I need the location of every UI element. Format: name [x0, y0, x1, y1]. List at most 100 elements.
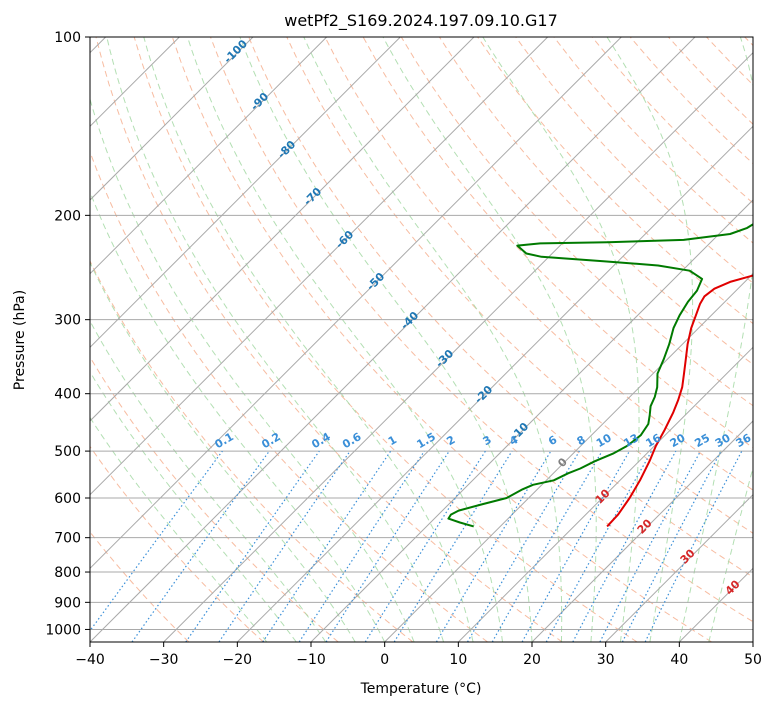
mixing-ratio-line [364, 450, 486, 642]
in-plot-labels: -100-90-80-70-60-50-40-30-20-100.1 0.2 0.4… [212, 37, 753, 598]
dry-adiabat-line [171, 37, 712, 642]
x-tick-label: 50 [744, 652, 762, 668]
dry-adiabat-label: 40 [723, 577, 743, 597]
isotherm-line [90, 37, 696, 642]
dry-adiabat-label: 30 [678, 546, 698, 566]
mixing-ratio-label: 0.1 [212, 430, 235, 451]
y-tick-label: 100 [54, 30, 81, 46]
mixing-ratio-line [393, 450, 513, 642]
dry-adiabat-line [90, 259, 414, 642]
y-tick-label: 900 [54, 595, 81, 611]
isotherm-line [90, 37, 475, 422]
mixing-ratio-label: 16 [643, 431, 663, 450]
dry-adiabat-line [248, 37, 753, 578]
dry-adiabat-label: 20 [635, 516, 655, 536]
moist-adiabat-line [382, 37, 597, 642]
moist-adiabat-line [303, 37, 563, 642]
x-tick-label: 10 [449, 652, 467, 668]
dry-adiabat-label: 0 [555, 455, 570, 470]
dry-adiabat-line [90, 356, 339, 642]
mixing-ratio-line [572, 450, 677, 642]
mixing-ratio-line [466, 450, 580, 642]
dry-adiabat-line [133, 37, 638, 642]
isotherm-line [605, 493, 753, 642]
mixing-ratio-line [262, 450, 392, 642]
y-tick-label: 300 [54, 313, 81, 329]
dry-adiabat-line [324, 37, 753, 491]
isotherm-line [384, 272, 753, 642]
moist-adiabat-line [708, 465, 753, 642]
mixing-ratio-line [218, 450, 351, 642]
moist-adiabat-line [90, 370, 297, 642]
isotherm-label: -50 [364, 270, 387, 293]
y-tick-label: 500 [54, 444, 81, 460]
moist-adiabat-line [90, 190, 386, 642]
moist-adiabat-line [90, 261, 356, 642]
mixing-ratio-label: 0.4 [309, 430, 333, 451]
isotherm-line [90, 37, 328, 275]
isotherm-line [163, 51, 753, 642]
isotherm-line [236, 125, 753, 642]
x-axis-label: Temperature (°C) [360, 681, 482, 697]
dry-adiabat-line [744, 37, 753, 47]
y-axis-ticks: 100 200 300 400 500 600 700 800 900 1000 [45, 30, 90, 638]
isotherm-line [310, 199, 753, 642]
dewpoint-series-line [447, 223, 753, 528]
y-tick-label: 800 [54, 565, 81, 581]
mixing-ratio-line [644, 450, 743, 642]
dry-adiabat-line [90, 445, 264, 642]
mixing-ratio-label: 30 [713, 431, 733, 450]
mixing-ratio-label: 10 [594, 431, 614, 450]
mixing-ratio-label: 1.5 [415, 430, 438, 451]
mixing-ratio-label: 25 [692, 431, 712, 450]
dry-adiabat-line [95, 37, 563, 642]
moist-adiabat-line [90, 320, 327, 642]
mixing-ratio-line [545, 450, 653, 642]
mixing-ratio-line [599, 450, 702, 642]
mixing-ratio-line [521, 450, 631, 642]
x-tick-label: −20 [223, 652, 253, 668]
dry-adiabat-line [515, 37, 753, 284]
mixing-ratio-label: 2 [444, 433, 457, 448]
isotherm-label: -40 [398, 309, 421, 332]
isotherm-line [752, 641, 753, 642]
isotherm-label: -100 [221, 37, 250, 66]
isotherm-line [678, 567, 753, 642]
mixing-ratio-line [90, 450, 223, 632]
x-tick-label: −40 [75, 652, 105, 668]
isotherm-line [457, 346, 753, 642]
isotherm-line [90, 37, 254, 201]
isotherm-label: -20 [472, 383, 495, 406]
x-tick-label: 30 [597, 652, 615, 668]
moist-adiabat-line [90, 416, 268, 642]
x-tick-label: 0 [380, 652, 389, 668]
mixing-ratio-label: 6 [546, 433, 559, 448]
isotherm-line [531, 420, 753, 642]
mixing-ratio-label: 36 [734, 431, 754, 450]
y-tick-label: 400 [54, 387, 81, 403]
mixing-ratio-line [185, 450, 320, 642]
dry-adiabat-line [210, 37, 753, 623]
mixing-ratio-line [131, 450, 270, 642]
dry-adiabat-line [706, 37, 753, 86]
x-tick-label: 20 [523, 652, 541, 668]
mixing-ratio-label: 0.2 [259, 430, 282, 451]
isotherm-line [90, 37, 622, 570]
mixing-ratio-label: 3 [481, 433, 494, 448]
y-tick-label: 600 [54, 491, 81, 507]
isotherm-line [90, 37, 549, 496]
y-axis-label: Pressure (hPa) [12, 290, 28, 390]
mixing-ratio-label: 1 [386, 433, 399, 448]
x-tick-label: 40 [670, 652, 688, 668]
mixing-ratio-line [325, 450, 450, 642]
mixing-ratio-line [298, 450, 425, 642]
moist-adiabat-line [143, 37, 474, 642]
x-tick-label: −10 [296, 652, 326, 668]
dry-adiabat-line [90, 531, 190, 642]
y-tick-label: 700 [54, 531, 81, 547]
moist-adiabat-line [187, 37, 503, 642]
mixing-ratio-label: 20 [668, 431, 688, 450]
y-tick-label: 200 [54, 208, 81, 224]
